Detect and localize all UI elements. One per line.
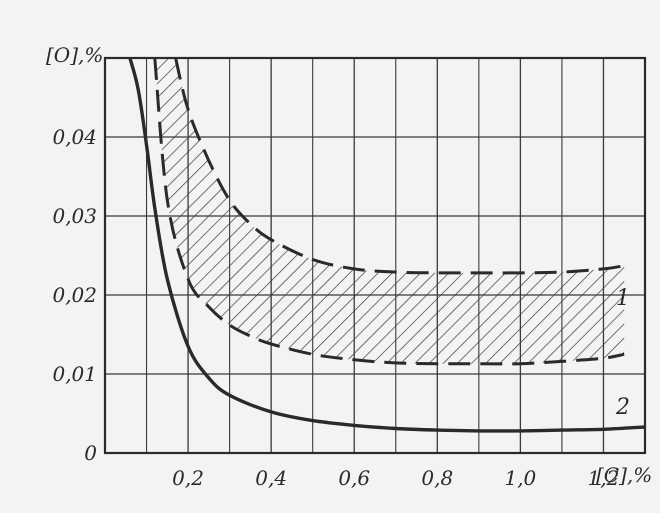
x-tick-label-4: 1,0	[504, 466, 536, 490]
x-axis-label: [C],%	[596, 463, 652, 487]
x-tick-label-0: 0,2	[172, 466, 204, 490]
y-tick-label-3: 0,03	[52, 204, 97, 228]
series-layer	[128, 58, 645, 433]
y-tick-labels: 0 0,01 0,02 0,03 0,04	[52, 125, 97, 465]
y-tick-label-2: 0,02	[52, 283, 97, 307]
x-tick-label-2: 0,6	[338, 466, 370, 490]
y-tick-label-1: 0,01	[52, 362, 97, 386]
plot-border	[103, 56, 647, 455]
band-lower-boundary	[153, 58, 625, 366]
band-label-1: 1	[616, 286, 630, 311]
x-tick-labels: 0,2 0,4 0,6 0,8 1,0 1,2	[172, 466, 619, 490]
curve-label-2: 2	[615, 395, 630, 420]
y-axis-label: [O],%	[46, 43, 103, 67]
band-hatch-area	[154, 58, 625, 364]
x-tick-label-3: 0,8	[421, 466, 453, 490]
y-tick-label-0: 0	[84, 441, 97, 465]
band-upper-boundary	[174, 58, 625, 275]
series-line-2	[128, 58, 645, 433]
band-layer	[153, 58, 625, 366]
x-tick-label-5: 1,2	[588, 466, 620, 490]
x-tick-label-1: 0,4	[255, 466, 287, 490]
y-tick-label-4: 0,04	[52, 125, 97, 149]
plot-frame	[103, 56, 647, 455]
